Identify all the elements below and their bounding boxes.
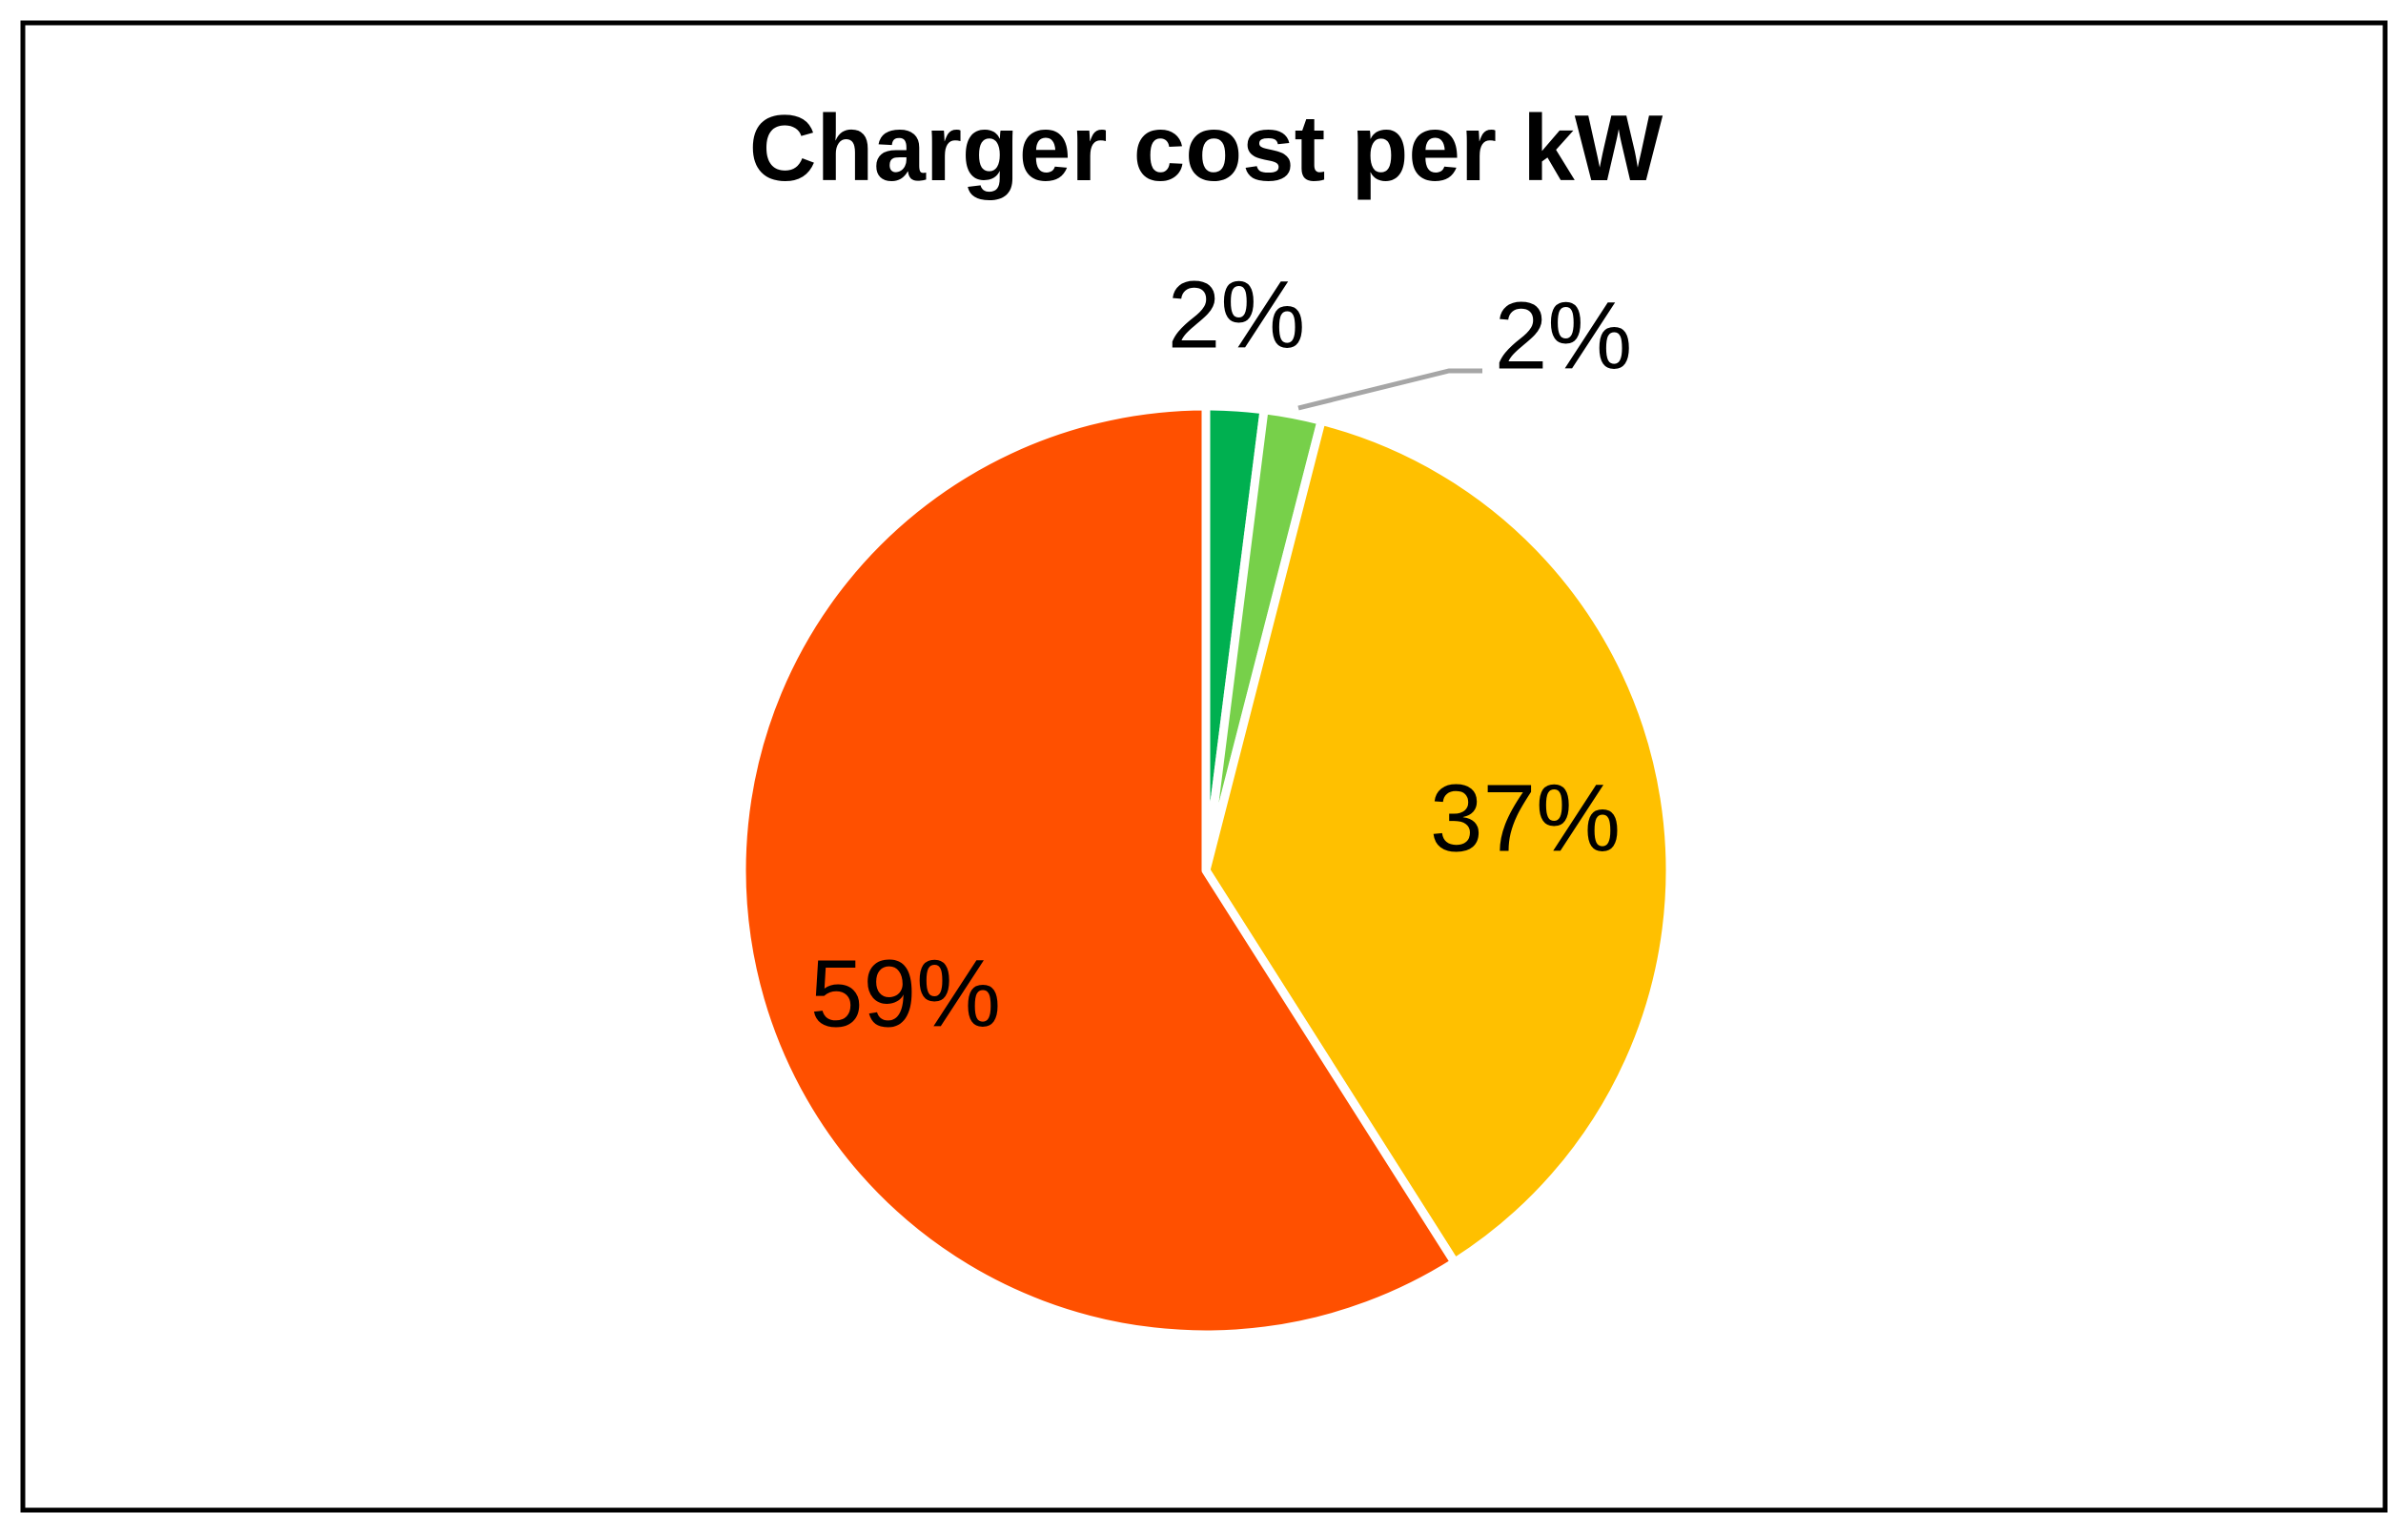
data-label: 59% [810, 940, 1001, 1047]
leader-line [1297, 368, 1482, 411]
data-label: 37% [1430, 765, 1621, 871]
pie-slice [737, 401, 1459, 1339]
data-label: 2% [1168, 261, 1306, 368]
data-label: 2% [1495, 282, 1633, 389]
chart-title: Charger cost per kW [749, 95, 1663, 200]
